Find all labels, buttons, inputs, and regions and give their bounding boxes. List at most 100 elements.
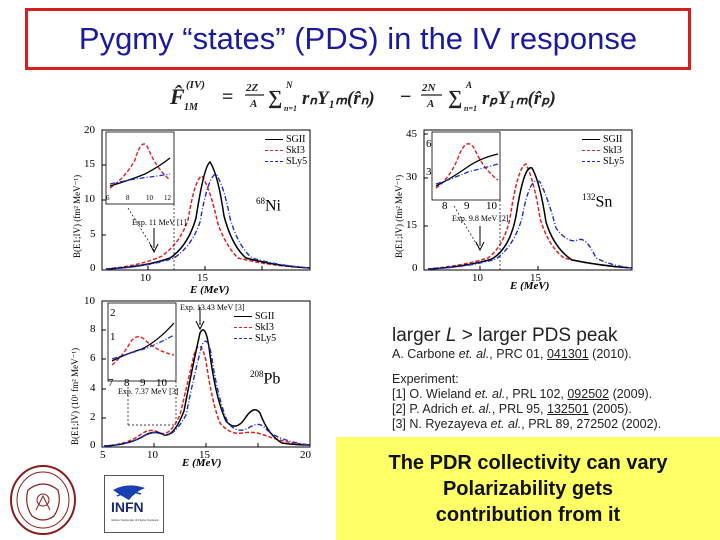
sn-plot [423, 129, 633, 271]
formula-lhs-sup: (IV) [186, 79, 205, 91]
formula-sum1-bot: n=1 [284, 104, 297, 113]
refs-carbone: A. Carbone et. al., PRC 01, 041301 (2010… [392, 347, 692, 362]
pb-nucleus: 208Pb [250, 369, 280, 388]
pb-exp: Exp. 7.37 MeV [3] [118, 387, 179, 396]
refs-larger: larger [392, 325, 441, 346]
pb-xtick-1: 10 [147, 449, 158, 461]
refs-peak: > larger PDS peak [461, 325, 618, 346]
ni-legend-sgii: SGII [286, 134, 306, 145]
sn-xtick-1: 15 [530, 272, 541, 284]
pb-xtick-3: 20 [300, 449, 311, 461]
ni-ytick-1: 5 [90, 228, 96, 240]
sn-exp: Exp. 9.8 MeV [2] [452, 214, 509, 223]
refs-experiment: Experiment: [392, 372, 459, 386]
refs-r2-year: (2005). [592, 402, 632, 416]
refs-r1-etal: et. al. [474, 387, 506, 401]
formula-coef1-den: A [249, 98, 257, 110]
ni-xtick-0: 10 [140, 272, 151, 284]
pb-inset-tick-3: 10 [156, 377, 167, 389]
pb-ytick-4: 8 [90, 323, 96, 335]
sn-nucleus: 132Sn [582, 192, 612, 211]
references: larger L > larger PDS peak A. Carbone et… [392, 325, 692, 432]
refs-carbone-etal: et. al. [458, 347, 490, 361]
pb-plot [101, 300, 311, 448]
refs-headline: larger L > larger PDS peak [392, 325, 692, 347]
pb-ytick-1: 2 [90, 411, 96, 423]
sn-mass: 132 [582, 192, 596, 202]
refs-r1-b: , PRL 102, [505, 387, 564, 401]
pb-ytick-2: 4 [90, 382, 96, 394]
sn-xtick-0: 10 [472, 272, 483, 284]
pb-inset-tick-0: 7 [108, 377, 114, 389]
ni-ytick-4: 20 [84, 124, 95, 136]
pb-xtick-2: 15 [199, 449, 210, 461]
sn-inset-tick-1: 9 [464, 200, 470, 212]
refs-r1: [1] O. Wieland et. al., PRL 102, 092502 … [392, 387, 692, 402]
ni-symbol: Ni [265, 197, 281, 215]
ni-legend-ski3: SkI3 [286, 145, 305, 156]
sn-inset-ytick-1: 6 [426, 138, 432, 150]
formula-term2: rₚY₁ₘ(r̂ₚ) [482, 88, 556, 109]
pb-inset-tick-1: 8 [124, 377, 130, 389]
pb-ytick-0: 0 [90, 439, 96, 451]
pb-legend-sgii: SGII [255, 311, 275, 322]
sn-ytick-3: 45 [406, 128, 417, 140]
refs-r2-link[interactable]: 132501 [547, 402, 589, 416]
title-box: Pygmy “states” (PDS) in the IV response [25, 8, 691, 70]
ni-ytick-3: 15 [84, 158, 95, 170]
refs-carbone-a: A. Carbone [392, 347, 456, 361]
pb-mass: 208 [250, 369, 264, 379]
formula-minus: − [400, 86, 411, 108]
refs-r2-a: [2] P. Adrich [392, 402, 458, 416]
refs-r1-link[interactable]: 092502 [567, 387, 610, 401]
pb-exp-top: Exp. 13.43 MeV [3] [180, 303, 245, 312]
formula-sum2: ∑ [448, 87, 462, 109]
refs-r3-b: , PRL 89, 272502 (2002). [521, 417, 662, 431]
sn-legend-sly5: SLy5 [603, 156, 625, 167]
sn-ytick-0: 0 [412, 262, 418, 274]
university-seal-logo [10, 465, 76, 535]
ni-ytick-2: 10 [84, 193, 95, 205]
highlight-box: The PDR collectivity can vary Polarizabi… [336, 437, 720, 540]
infn-logo-sub: Istituto Nazionale di Fisica Nucleare [111, 518, 159, 522]
infn-logo-text: INFN [111, 499, 144, 515]
ni-ylabel: B(E1;IV) (fm² MeV⁻¹) [72, 174, 82, 258]
ni-exp: Exp. 11 MeV [1] [132, 218, 187, 227]
formula-sum1: ∑ [268, 87, 282, 109]
sn-inset-tick-2: 10 [486, 200, 497, 212]
pb-xlabel: E (MeV) [182, 457, 222, 469]
panel-sn: 0 15 30 45 10 15 3 6 8 9 10 E (MeV) B(E1… [392, 118, 692, 298]
pb-inset-ytick-1: 2 [110, 307, 116, 319]
ni-nucleus: 68Ni [256, 196, 281, 215]
refs-carbone-year: (2010). [592, 347, 632, 361]
refs-r2: [2] P. Adrich et. al., PRL 95, 132501 (2… [392, 402, 692, 417]
sn-symbol: Sn [595, 193, 613, 211]
ni-inset-tick-2: 10 [146, 194, 153, 202]
formula-coef2-num: 2N [421, 82, 437, 94]
pb-ytick-5: 10 [84, 295, 95, 307]
pb-xtick-0: 5 [100, 449, 106, 461]
ni-inset-tick-0: 6 [106, 194, 110, 202]
pb-ytick-3: 6 [90, 352, 96, 364]
formula-coef2-den: A [426, 98, 434, 110]
highlight-line-3: contribution from it [435, 503, 621, 526]
refs-r2-b: , PRL 95, [491, 402, 544, 416]
refs-carbone-link[interactable]: 041301 [546, 347, 589, 361]
formula-lhs-sub: 1M [184, 102, 199, 113]
pb-legend-sly5: SLy5 [255, 333, 277, 344]
refs-r3-etal: et. al. [490, 417, 522, 431]
infn-logo: INFN Istituto Nazionale di Fisica Nuclea… [104, 475, 164, 533]
ni-inset-tick-3: 12 [164, 194, 171, 202]
pb-ylabel: B(E1;IV) (10¹ fm² MeV⁻¹) [70, 347, 80, 445]
panel-pb: 0 2 4 6 8 10 5 10 15 20 1 2 7 8 9 10 E (… [70, 295, 370, 475]
sn-inset-tick-0: 8 [442, 200, 448, 212]
pb-legend-ski3: SkI3 [255, 322, 274, 333]
highlight-line-1: The PDR collectivity can vary [388, 451, 668, 474]
panel-ni: 0 5 10 15 20 10 15 6 8 10 12 E (MeV) B(E… [70, 118, 370, 298]
sn-legend-ski3: SkI3 [603, 145, 622, 156]
formula-sum1-top: N [285, 80, 293, 90]
ni-xlabel: E (MeV) [190, 284, 230, 296]
sn-legend-sgii: SGII [603, 134, 623, 145]
formula-lhs: F̂ [169, 84, 185, 109]
sn-ytick-1: 15 [406, 219, 417, 231]
